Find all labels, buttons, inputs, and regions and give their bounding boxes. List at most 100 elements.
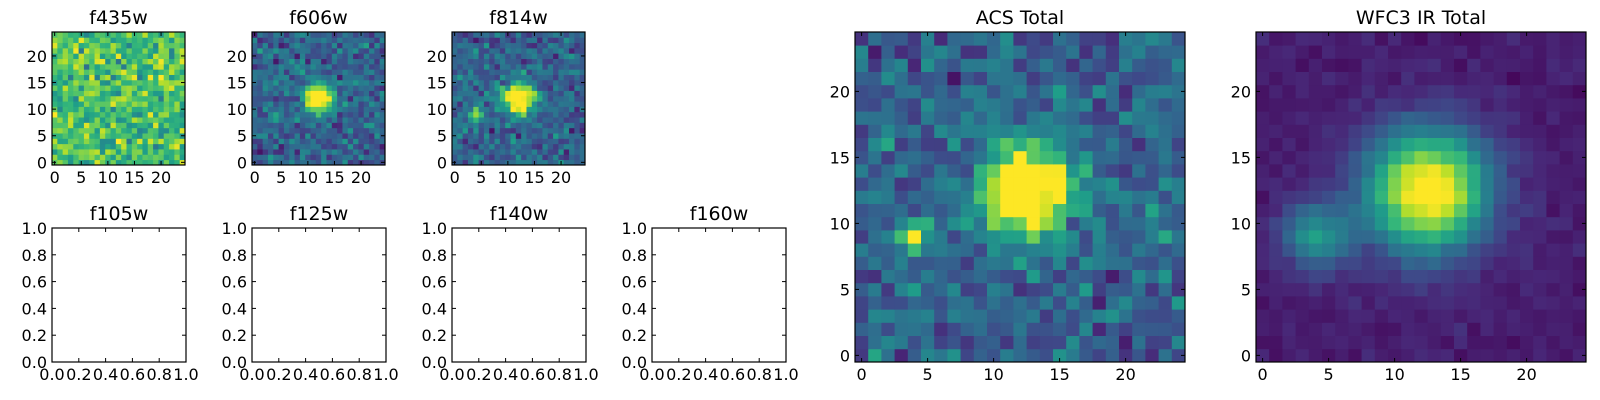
heatmap-cell [1066, 216, 1080, 231]
heatmap-cell [299, 122, 306, 129]
heatmap-cell [1132, 203, 1146, 218]
heatmap-cell [1295, 322, 1310, 336]
heatmap-cell [947, 71, 961, 86]
heatmap-cell [52, 58, 58, 65]
heatmap-cell [137, 95, 143, 102]
heatmap-cell [321, 143, 327, 150]
heatmap-cell [1039, 84, 1054, 99]
heatmap-cell [342, 74, 349, 81]
heatmap-cell [462, 122, 469, 129]
heatmap-cell [1533, 84, 1547, 99]
heatmap-cell [510, 138, 517, 145]
heatmap-cell [83, 159, 90, 166]
heatmap-cell [278, 53, 285, 59]
heatmap-cell [62, 133, 69, 139]
heatmap-cell [1066, 322, 1080, 336]
heatmap-cell [321, 53, 327, 59]
heatmap-cell [89, 133, 95, 139]
heatmap-cell [1414, 84, 1428, 99]
heatmap-cell [574, 143, 581, 150]
heatmap-cell [881, 309, 895, 323]
heatmap-cell [353, 127, 359, 134]
heatmap-cell [457, 117, 464, 123]
heatmap-cell [147, 127, 154, 134]
heatmap-cell [131, 53, 138, 59]
heatmap-cell [1506, 71, 1521, 86]
heatmap-cell [1256, 296, 1270, 310]
heatmap-cell [179, 101, 186, 107]
heatmap-cell [267, 127, 274, 134]
heatmap-cell [67, 117, 74, 123]
heatmap-cell [369, 42, 375, 49]
heatmap-cell [110, 53, 117, 59]
heatmap-cell [574, 42, 581, 49]
heatmap-cell [1361, 45, 1376, 59]
heatmap-cell [115, 42, 122, 49]
heatmap-cell [1171, 98, 1186, 112]
heatmap-cell [531, 106, 538, 113]
heatmap-cell [78, 95, 85, 102]
heatmap-cell [1092, 58, 1107, 72]
heatmap-cell [499, 106, 506, 113]
heatmap-cell [1427, 243, 1442, 257]
heatmap-cell [1427, 309, 1442, 323]
heatmap-cell [89, 74, 95, 81]
heatmap-cell [515, 53, 522, 59]
heatmap-cell [131, 101, 138, 107]
heatmap-cell [278, 37, 285, 44]
heatmap-cell [1039, 256, 1054, 270]
heatmap-cell [326, 42, 333, 49]
heatmap-cell [1520, 309, 1534, 323]
heatmap-cell [1079, 124, 1093, 138]
heatmap-cell [1282, 203, 1296, 218]
heatmap-cell [257, 42, 264, 49]
heatmap-cell [94, 42, 101, 49]
heatmap-cell [94, 47, 101, 54]
heatmap-cell [558, 117, 565, 123]
heatmap-cell [1039, 282, 1054, 297]
heatmap-cell [131, 133, 138, 139]
heatmap-cell [1388, 322, 1402, 336]
heatmap-cell [305, 154, 311, 161]
heatmap-cell [1572, 84, 1587, 99]
heatmap-cell [326, 90, 333, 97]
heatmap-cell [57, 159, 64, 166]
heatmap-cell [1105, 309, 1120, 323]
heatmap-cell [137, 159, 143, 166]
heatmap-cell [1171, 243, 1186, 257]
heatmap-cell [153, 47, 159, 54]
heatmap-cell [1132, 164, 1146, 178]
heatmap-cell [1026, 335, 1041, 350]
heatmap-cell [934, 150, 948, 165]
heatmap-cell [558, 79, 565, 86]
heatmap-cell [57, 90, 64, 97]
heatmap-cell [347, 117, 354, 123]
heatmap-cell [574, 79, 581, 86]
heatmap-cell [163, 74, 170, 81]
heatmap-cell [868, 216, 882, 231]
heatmap-cell [110, 133, 117, 139]
heatmap-cell [574, 74, 581, 81]
heatmap-cell [1039, 124, 1054, 138]
heatmap-cell [163, 122, 170, 129]
heatmap-cell [1361, 58, 1376, 72]
heatmap-cell [305, 106, 311, 113]
heatmap-cell [894, 98, 909, 112]
heatmap-cell [947, 190, 961, 204]
heatmap-cell [467, 133, 474, 139]
heatmap-cell [921, 256, 935, 270]
heatmap-cell [467, 127, 474, 134]
heatmap-cell [321, 106, 327, 113]
heatmap-cell [1414, 111, 1428, 125]
x-tick-label: 10 [98, 168, 118, 187]
heatmap-cell [547, 79, 554, 86]
heatmap-cell [1145, 348, 1159, 363]
heatmap-cell [960, 98, 975, 112]
heatmap-cell [363, 90, 370, 97]
heatmap-cell [921, 58, 935, 72]
heatmap-cell [1013, 309, 1027, 323]
heatmap-cell [537, 127, 543, 134]
heatmap-cell [310, 106, 317, 113]
heatmap-cell [267, 106, 274, 113]
heatmap-cell [315, 122, 322, 129]
